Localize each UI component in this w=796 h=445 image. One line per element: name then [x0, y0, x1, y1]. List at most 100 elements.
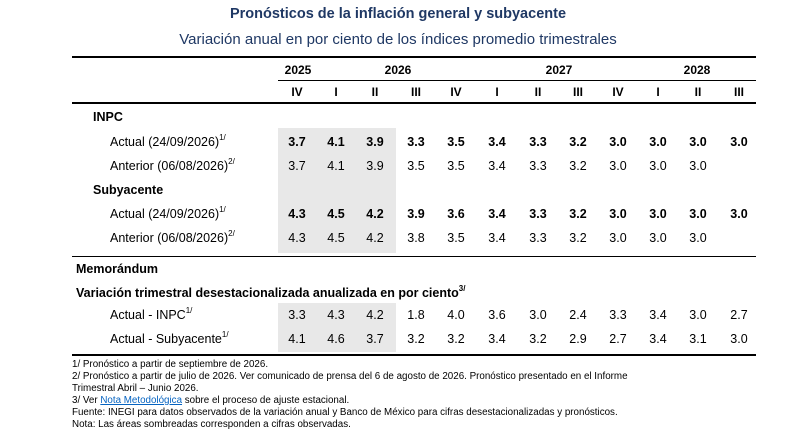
table-cell: 3.2	[529, 332, 547, 346]
table-cell: 3.0	[689, 308, 707, 322]
table-cell: 3.0	[609, 231, 627, 245]
table-cell: 4.3	[288, 231, 306, 245]
variacion-trimestral-text: Variación trimestral desestacionalizada …	[76, 286, 459, 300]
section-memorandum: Memorándum	[76, 262, 158, 276]
table-cell: 4.5	[327, 207, 345, 221]
table-row: Anterior (06/08/2026)2/4.3 4.5 4.2 3.8 3.5 3.…	[0, 226, 796, 250]
table-cell: 3.0	[689, 231, 707, 245]
row-label-footnote: 2/	[228, 157, 235, 166]
table-cell: 3.3	[529, 135, 547, 149]
table-cell: 4.3	[288, 207, 306, 221]
table-cell: 3.4	[488, 159, 506, 173]
year-rule	[278, 80, 756, 81]
table-cell: 2.4	[569, 308, 587, 322]
table-cell: 4.3	[327, 308, 345, 322]
table-cell: 4.2	[366, 207, 384, 221]
table-cell: 4.2	[366, 231, 384, 245]
table-cell: 3.0	[649, 159, 667, 173]
table-cell: 3.9	[407, 207, 425, 221]
row-label-footnote: 1/	[219, 205, 226, 214]
table-cell: 4.1	[327, 135, 345, 149]
table-row: Actual (24/09/2026)1/3.7 4.1 3.9 3.3 3.5 3.4 3…	[0, 130, 796, 154]
table-cell: 4.2	[366, 308, 384, 322]
table-cell: 3.3	[529, 207, 547, 221]
table-cell: 3.0	[730, 207, 748, 221]
quarter-header: II	[694, 85, 702, 99]
row-label-footnote: 1/	[221, 330, 229, 339]
table-cell: 2.7	[609, 332, 627, 346]
row-label-text: Actual (24/09/2026)	[110, 207, 220, 221]
table-cell: 3.0	[649, 231, 667, 245]
quarter-header: II	[534, 85, 542, 99]
year-2028: 2028	[683, 63, 711, 77]
footnotes: 1/ Pronóstico a partir de septiembre de …	[72, 359, 772, 431]
table-cell: 3.0	[689, 159, 707, 173]
table-cell: 3.8	[407, 231, 425, 245]
section-variacion-trimestral: Variación trimestral desestacionalizada …	[76, 281, 465, 305]
quarter-header-row: IV I II III IV I II III IV I II III	[0, 81, 796, 103]
footnote-2b: Trimestral Abril – Junio 2026.	[72, 383, 199, 394]
table-cell: 3.5	[407, 159, 425, 173]
table-title: Pronósticos de la inflación general y su…	[229, 6, 567, 22]
table-subtitle: Variación anual en por ciento de los índ…	[179, 31, 617, 48]
table-cell: 3.3	[288, 308, 306, 322]
row-label: Actual (24/09/2026)1/	[110, 202, 226, 226]
table-cell: 3.0	[609, 207, 627, 221]
table-cell: 3.9	[366, 135, 384, 149]
table-cell: 3.2	[569, 159, 587, 173]
nota-metodologica-link[interactable]: Nota Metodológica	[100, 395, 183, 406]
quarter-header: II	[371, 85, 379, 99]
table-cell: 3.5	[447, 159, 465, 173]
row-label-text: Actual - INPC	[110, 308, 186, 322]
quarter-header: I	[495, 85, 499, 99]
table-cell: 3.0	[649, 207, 667, 221]
quarter-header: I	[334, 85, 338, 99]
table-cell: 3.7	[288, 135, 306, 149]
footnote-nota: Nota: Las áreas sombreadas corresponden …	[72, 419, 351, 430]
table-row: Actual (24/09/2026)1/4.3 4.5 4.2 3.9 3.6 3.4 3…	[0, 202, 796, 226]
table-cell: 3.0	[689, 135, 707, 149]
row-label-footnote: 1/	[185, 306, 193, 315]
table-cell: 3.9	[366, 159, 384, 173]
table-cell	[719, 154, 759, 178]
table-cell	[719, 226, 759, 250]
year-2026: 2026	[384, 63, 412, 77]
table-row: Anterior (06/08/2026)2/3.7 4.1 3.9 3.5 3.5 3.…	[0, 154, 796, 178]
year-2025: 2025	[284, 63, 312, 77]
row-label-footnote: 2/	[228, 229, 235, 238]
table-cell: 3.0	[730, 135, 748, 149]
table-cell: 3.2	[407, 332, 425, 346]
table-cell: 3.3	[609, 308, 627, 322]
table-cell: 3.2	[569, 207, 587, 221]
table-cell: 3.6	[488, 308, 506, 322]
table-cell: 3.0	[730, 332, 748, 346]
footnote-3-prefix: 3/ Ver	[72, 395, 101, 406]
memorandum-rule	[72, 256, 756, 257]
table-cell: 1.8	[407, 308, 425, 322]
table-cell: 4.5	[327, 231, 345, 245]
table-cell: 3.3	[529, 231, 547, 245]
table-cell: 3.7	[366, 332, 384, 346]
quarter-header: III	[733, 85, 744, 99]
footnote-fuente: Fuente: INEGI para datos observados de l…	[72, 407, 618, 418]
quarter-header: IV	[450, 85, 462, 99]
footnote-1: 1/ Pronóstico a partir de septiembre de …	[72, 359, 269, 370]
top-rule	[72, 56, 756, 58]
footnote-3-suffix: sobre el proceso de ajuste estacional.	[182, 395, 350, 406]
table-cell: 3.4	[488, 332, 506, 346]
footnote-3: 3/ Ver Nota Metodológica sobre el proces…	[72, 395, 772, 407]
table-cell: 3.4	[488, 231, 506, 245]
row-label: Anterior (06/08/2026)2/	[110, 154, 235, 178]
table-cell: 3.0	[649, 135, 667, 149]
year-2027: 2027	[545, 63, 573, 77]
quarter-header: IV	[612, 85, 624, 99]
table-cell: 3.6	[447, 207, 465, 221]
table-row: Actual - INPC1/3.3 4.3 4.2 1.8 4.0 3.6 3.0 2.4 3…	[0, 303, 796, 327]
variacion-trimestral-sup: 3/	[458, 284, 466, 293]
quarter-header: I	[656, 85, 660, 99]
table-cell: 3.2	[447, 332, 465, 346]
table-cell: 3.2	[569, 231, 587, 245]
table-cell: 3.0	[609, 159, 627, 173]
row-label-text: Actual - Subyacente	[110, 332, 222, 346]
table-cell: 3.3	[529, 159, 547, 173]
